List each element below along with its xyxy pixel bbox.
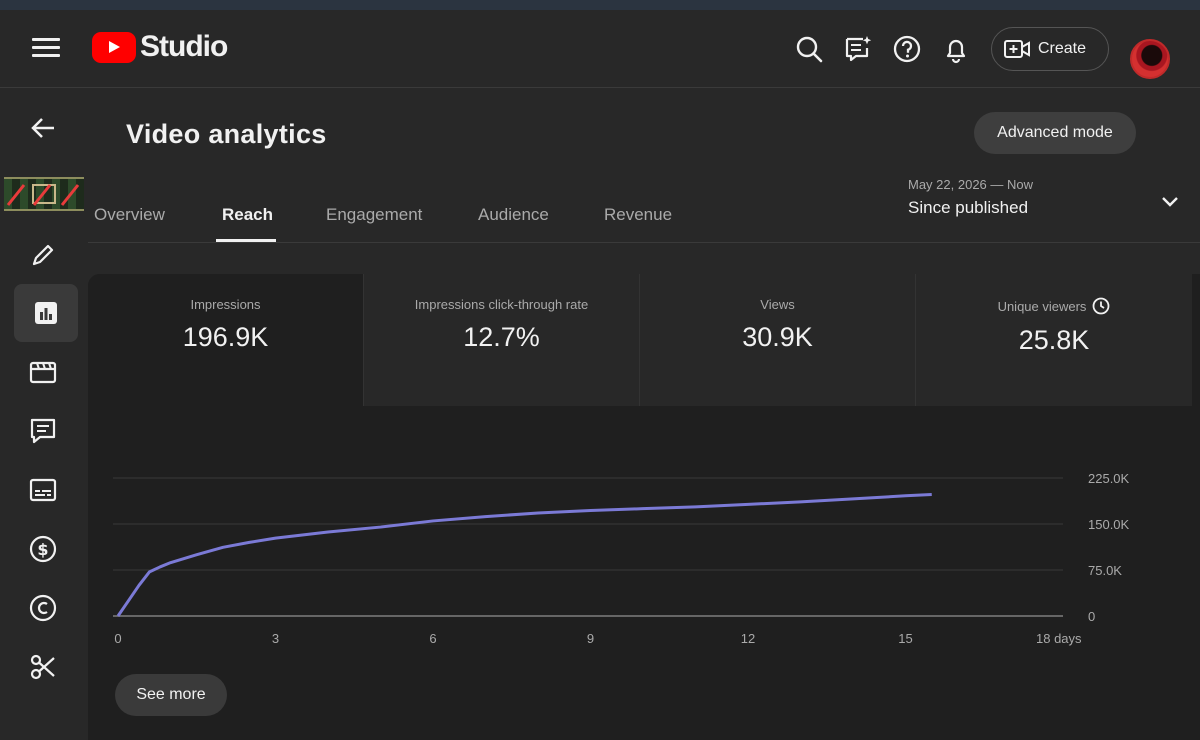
metric-impressions[interactable]: Impressions 196.9K (88, 274, 364, 406)
x-tick-label: 6 (429, 631, 436, 646)
youtube-play-icon (92, 31, 136, 63)
reach-card: Impressions 196.9K Impressions click-thr… (88, 274, 1200, 740)
editor-clapper-icon[interactable] (28, 357, 58, 387)
metric-label: Views (760, 297, 795, 312)
metric-label: Impressions click-through rate (414, 297, 589, 312)
menu-icon[interactable] (32, 38, 60, 60)
y-tick-label: 150.0K (1088, 517, 1130, 532)
feedback-icon[interactable] (843, 34, 873, 64)
back-arrow-icon[interactable] (28, 113, 58, 143)
main-content: Video analytics Advanced mode Overview R… (88, 89, 1200, 740)
active-tab-indicator (216, 239, 276, 242)
metric-value: 196.9K (182, 322, 269, 352)
app-header: Studio Create (0, 10, 1200, 88)
monetization-dollar-icon[interactable]: $ (28, 534, 58, 564)
search-icon[interactable] (794, 34, 824, 64)
sidebar: $ (0, 89, 88, 740)
scissors-icon[interactable] (28, 652, 58, 682)
create-button[interactable]: Create (991, 27, 1109, 71)
analytics-icon (35, 302, 57, 324)
tab-audience[interactable]: Audience (478, 205, 549, 224)
y-tick-label: 0 (1088, 609, 1095, 624)
metric-unique-viewers[interactable]: Unique viewers 25.8K (916, 274, 1192, 406)
analytics-tabs: Overview Reach Engagement Audience Reven… (88, 193, 1200, 243)
chevron-down-icon[interactable] (1158, 190, 1182, 214)
x-tick-label: 9 (587, 631, 594, 646)
tab-revenue[interactable]: Revenue (604, 205, 673, 224)
y-tick-label: 225.0K (1088, 471, 1130, 486)
date-range-dates: May 22, 2026 — Now (908, 177, 1034, 192)
help-icon[interactable] (892, 34, 922, 64)
clock-icon[interactable] (1092, 297, 1110, 315)
metric-value: 12.7% (463, 322, 540, 352)
see-more-button[interactable]: See more (115, 674, 227, 716)
metric-views[interactable]: Views 30.9K (640, 274, 916, 406)
edit-pencil-icon[interactable] (28, 240, 58, 270)
logo-text: Studio (140, 30, 228, 63)
metric-value: 25.8K (1018, 325, 1090, 355)
date-range-label: Since published (908, 198, 1029, 217)
video-camera-plus-icon (1004, 40, 1030, 58)
advanced-mode-button[interactable]: Advanced mode (974, 112, 1136, 154)
x-tick-label: 18 days (1036, 631, 1082, 646)
video-thumbnail[interactable] (4, 177, 84, 211)
tab-overview[interactable]: Overview (94, 205, 165, 224)
date-range-picker[interactable]: May 22, 2026 — Now Since published (908, 177, 1033, 218)
x-tick-label: 12 (741, 631, 755, 646)
svg-text:$: $ (37, 540, 48, 559)
metric-label: Unique viewers (997, 298, 1087, 314)
create-label: Create (1038, 40, 1087, 57)
subtitles-icon[interactable] (28, 475, 58, 505)
metric-label-row: Unique viewers (916, 297, 1192, 315)
y-tick-label: 75.0K (1088, 563, 1122, 578)
analytics-nav-item[interactable] (14, 284, 78, 342)
comments-icon[interactable] (28, 416, 58, 446)
metric-tiles: Impressions 196.9K Impressions click-thr… (88, 274, 1200, 406)
x-tick-label: 0 (114, 631, 121, 646)
top-strip (0, 0, 1200, 10)
metric-label: Impressions (190, 297, 261, 312)
copyright-icon[interactable] (28, 593, 58, 623)
series-line (116, 493, 932, 617)
impressions-chart: 225.0K 150.0K 75.0K 0 0 3 6 9 12 15 18 days (113, 471, 1130, 646)
x-tick-label: 3 (272, 631, 279, 646)
tab-engagement[interactable]: Engagement (326, 205, 423, 224)
tab-reach[interactable]: Reach (222, 205, 274, 224)
x-tick-label: 15 (898, 631, 912, 646)
page-title: Video analytics (126, 119, 327, 149)
metric-ctr[interactable]: Impressions click-through rate 12.7% (364, 274, 640, 406)
studio-logo[interactable]: Studio (92, 30, 228, 64)
account-avatar[interactable] (1130, 39, 1170, 79)
metric-value: 30.9K (742, 322, 813, 352)
notifications-bell-icon[interactable] (941, 34, 971, 64)
